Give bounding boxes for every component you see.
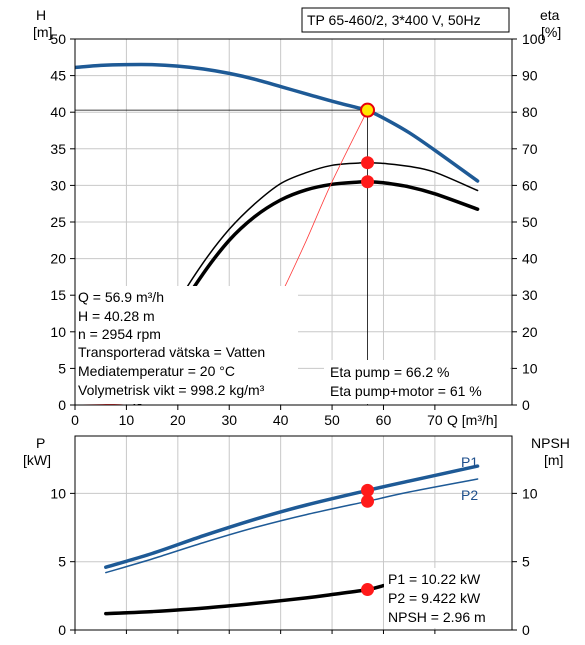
x-tick-label: 0 bbox=[71, 412, 79, 428]
y-right-tick-label: 60 bbox=[522, 177, 538, 193]
y-left-unit-kw: [kW] bbox=[23, 452, 51, 468]
bottom-curve-1 bbox=[105, 478, 479, 574]
y-right-title-eta: eta bbox=[540, 7, 560, 23]
bottom-point-2 bbox=[361, 583, 375, 597]
bottom-point-1 bbox=[361, 494, 375, 508]
bottom-ticks: 0 5 10 0 5 10 bbox=[50, 485, 537, 638]
series-label-p2: P2 bbox=[461, 487, 478, 503]
top-curve-0 bbox=[75, 62, 480, 183]
info-eta-pump: Eta pump = 66.2 % bbox=[330, 364, 449, 380]
x-tick-label: 10 bbox=[119, 412, 135, 428]
y-left-tick-label: 15 bbox=[50, 287, 66, 303]
bottom-point-0 bbox=[361, 483, 375, 497]
y-right-tick-label: 80 bbox=[522, 104, 538, 120]
bottom-grid bbox=[75, 436, 512, 630]
info-q: Q = 56.9 m³/h bbox=[78, 289, 164, 305]
x-tick-label: 50 bbox=[324, 412, 340, 428]
info-liquid: Transporterad vätska = Vatten bbox=[78, 344, 265, 360]
info-temperature: Mediatemperatur = 20 °C bbox=[78, 363, 235, 379]
bottom-y-left-tick-label: 0 bbox=[58, 622, 66, 638]
y-left-tick-label: 50 bbox=[50, 31, 66, 47]
y-right-tick-label: 20 bbox=[522, 324, 538, 340]
x-tick-label: 40 bbox=[273, 412, 289, 428]
y-left-tick-label: 45 bbox=[50, 68, 66, 84]
top-ticks: 0 10 20 30 40 50 60 70 0 5 10 15 20 25 30 35 40 45 50 0 10 20… bbox=[50, 31, 545, 428]
bottom-points bbox=[361, 483, 375, 597]
y-right-tick-label: 0 bbox=[522, 397, 530, 413]
bottom-curve-0 bbox=[104, 464, 480, 569]
y-left-title-p: P bbox=[36, 435, 45, 451]
chart-title: TP 65-460/2, 3*400 V, 50Hz bbox=[307, 12, 481, 28]
bottom-plot-border bbox=[74, 435, 513, 631]
x-tick-label: 30 bbox=[221, 412, 237, 428]
info-box-right bbox=[324, 360, 510, 404]
title-box bbox=[301, 7, 510, 33]
eta-point-1 bbox=[361, 175, 375, 189]
y-left-title-h: H bbox=[36, 7, 46, 23]
y-left-tick-label: 35 bbox=[50, 141, 66, 157]
y-right-tick-label: 50 bbox=[522, 214, 538, 230]
y-left-unit-m: [m] bbox=[33, 24, 52, 40]
bottom-y-left-tick-label: 5 bbox=[58, 554, 66, 570]
info-n: n = 2954 rpm bbox=[78, 326, 161, 342]
info-p2: P2 = 9.422 kW bbox=[388, 590, 481, 606]
operating-point bbox=[360, 102, 376, 118]
info-npsh: NPSH = 2.96 m bbox=[388, 609, 486, 625]
y-right-unit-m: [m] bbox=[544, 452, 563, 468]
x-axis-title: Q [m³/h] bbox=[447, 412, 498, 428]
x-tick-label: 70 bbox=[427, 412, 443, 428]
y-left-tick-label: 0 bbox=[58, 397, 66, 413]
x-tick-label: 60 bbox=[376, 412, 392, 428]
info-density: Volymetrisk vikt = 998.2 kg/m³ bbox=[78, 382, 265, 398]
top-panel: Q = 56.9 m³/h H = 40.28 m n = 2954 rpm T… bbox=[33, 7, 561, 428]
y-right-tick-label: 90 bbox=[522, 68, 538, 84]
bottom-panel: P1 = 10.22 kW P2 = 9.422 kW NPSH = 2.96 … bbox=[23, 435, 570, 638]
bottom-info-box bbox=[384, 568, 510, 628]
bottom-y-left-tick-label: 10 bbox=[50, 485, 66, 501]
info-eta-pump-motor: Eta pump+motor = 61 % bbox=[330, 383, 482, 399]
top-points bbox=[360, 102, 376, 189]
y-right-title-npsh: NPSH bbox=[531, 435, 570, 451]
y-left-tick-label: 30 bbox=[50, 177, 66, 193]
bottom-y-right-tick-label: 10 bbox=[522, 485, 538, 501]
series-label-p1: P1 bbox=[461, 454, 478, 470]
y-left-tick-label: 40 bbox=[50, 104, 66, 120]
bottom-y-right-tick-label: 0 bbox=[522, 622, 530, 638]
bottom-y-right-tick-label: 5 bbox=[522, 554, 530, 570]
info-h: H = 40.28 m bbox=[78, 308, 155, 324]
y-left-tick-label: 5 bbox=[58, 360, 66, 376]
y-right-unit-pct: [%] bbox=[541, 24, 561, 40]
y-left-tick-label: 10 bbox=[50, 324, 66, 340]
eta-point-0 bbox=[361, 156, 375, 170]
x-tick-label: 20 bbox=[170, 412, 186, 428]
y-right-tick-label: 10 bbox=[522, 360, 538, 376]
y-left-tick-label: 20 bbox=[50, 251, 66, 267]
y-left-tick-label: 25 bbox=[50, 214, 66, 230]
y-right-tick-label: 30 bbox=[522, 287, 538, 303]
y-right-tick-label: 100 bbox=[522, 31, 546, 47]
y-right-tick-label: 70 bbox=[522, 141, 538, 157]
y-right-tick-label: 40 bbox=[522, 251, 538, 267]
info-box-left bbox=[76, 286, 298, 404]
info-p1: P1 = 10.22 kW bbox=[388, 571, 481, 587]
